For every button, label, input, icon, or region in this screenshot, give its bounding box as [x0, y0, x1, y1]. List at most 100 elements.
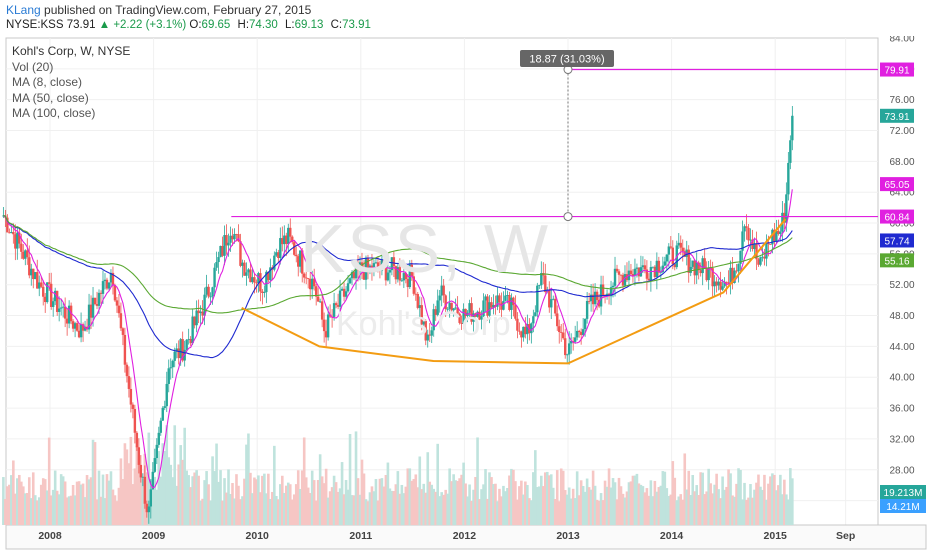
volume-bar	[545, 471, 549, 525]
volume-bar	[422, 483, 426, 525]
y-tick-label: 28.00	[889, 465, 914, 476]
chart-header: KLang published on TradingView.com, Febr…	[0, 0, 932, 36]
high-value: 74.30	[249, 19, 278, 31]
candle-body	[155, 444, 158, 459]
price-tag-text: 73.91	[884, 112, 909, 123]
candle-body	[153, 458, 156, 472]
candle-body	[410, 264, 414, 277]
volume-bar	[605, 486, 609, 525]
candle-body	[414, 293, 417, 295]
volume-bar	[575, 471, 579, 525]
candle-body	[380, 259, 384, 271]
candle-body	[743, 226, 746, 232]
candle-body	[468, 303, 471, 313]
candle-body	[318, 301, 322, 303]
candle-body	[617, 271, 621, 275]
candle-body	[269, 267, 272, 281]
volume-bar	[177, 464, 181, 525]
candle-body	[354, 264, 358, 279]
legend-item-ma50[interactable]: MA (50, close)	[12, 90, 89, 105]
legend-item-volume[interactable]: Vol (20)	[12, 59, 54, 74]
candle-body	[789, 140, 792, 163]
candle-body	[109, 272, 113, 283]
author-link[interactable]: KLang	[6, 3, 41, 17]
volume-bar	[267, 473, 270, 525]
volume-bar	[506, 488, 509, 525]
candle-body	[635, 267, 639, 269]
volume-bar	[87, 479, 91, 525]
volume-bar	[324, 468, 328, 525]
candle-body	[63, 306, 67, 319]
volume-bar	[37, 497, 41, 525]
volume-bar	[466, 496, 469, 525]
candle-body	[46, 282, 49, 303]
candle-body	[448, 302, 451, 309]
volume-bar	[725, 486, 728, 525]
candle-body	[287, 227, 290, 244]
volume-bar	[540, 475, 543, 525]
candle-body	[426, 334, 429, 341]
volume-bar	[155, 489, 159, 525]
candle-body	[231, 235, 234, 240]
volume-bar	[167, 457, 171, 525]
volume-bar	[157, 451, 161, 525]
volume-bar	[342, 494, 346, 525]
volume-bar	[223, 478, 226, 525]
legend-item-ma100[interactable]: MA (100, close)	[12, 106, 96, 120]
volume-bar	[93, 442, 97, 525]
volume-bar	[757, 474, 760, 525]
candle-body	[10, 231, 13, 234]
price-tag	[880, 233, 914, 248]
candle-body	[564, 338, 567, 356]
candle-body	[167, 368, 170, 384]
volume-bar	[456, 481, 459, 525]
volume-bar	[412, 478, 416, 525]
candle-body	[643, 265, 647, 270]
volume-bar	[406, 468, 410, 525]
candle-body	[127, 376, 131, 389]
volume-bar	[504, 491, 507, 525]
volume-bar	[16, 478, 19, 525]
candle-body	[261, 291, 264, 293]
candle-body	[538, 285, 541, 286]
volume-bar	[340, 462, 344, 525]
candle-body	[275, 252, 278, 256]
published-line: KLang published on TradingView.com, Febr…	[6, 3, 311, 17]
candle-body	[647, 278, 651, 281]
candle-body	[566, 354, 569, 356]
volume-bar	[83, 497, 87, 525]
volume-bar	[338, 488, 342, 525]
candle-body	[446, 308, 449, 310]
volume-bar	[595, 499, 599, 525]
volume-bar	[284, 485, 288, 525]
volume-bar	[31, 472, 35, 525]
candle-body	[267, 271, 270, 281]
candle-body	[386, 272, 390, 281]
volume-bar	[496, 501, 499, 525]
candle-body	[400, 280, 404, 282]
legend-item-ma8[interactable]: MA (8, close)	[12, 75, 83, 89]
volume-bar	[587, 487, 591, 525]
volume-bar	[468, 484, 471, 525]
volume-bar	[543, 472, 547, 525]
candle-body	[229, 235, 232, 243]
volume-bar	[783, 479, 786, 525]
candle-body	[113, 285, 117, 301]
candle-body	[149, 489, 153, 507]
volume-bar	[372, 491, 376, 525]
volume-bar	[203, 480, 206, 525]
volume-bar	[737, 468, 740, 525]
candle-body	[530, 323, 533, 334]
candle-body	[753, 243, 756, 250]
candle-body	[273, 255, 276, 270]
volume-bar	[131, 484, 135, 525]
volume-bar	[300, 470, 304, 525]
candle-body	[340, 288, 344, 291]
volume-bar	[526, 485, 529, 525]
volume-bar	[294, 484, 298, 525]
candle-body	[681, 247, 684, 252]
chart-legend: Kohl's Corp, W, NYSE Vol (20) MA (8, clo…	[12, 44, 130, 122]
candle-body	[669, 246, 673, 248]
volume-bar	[657, 487, 661, 525]
